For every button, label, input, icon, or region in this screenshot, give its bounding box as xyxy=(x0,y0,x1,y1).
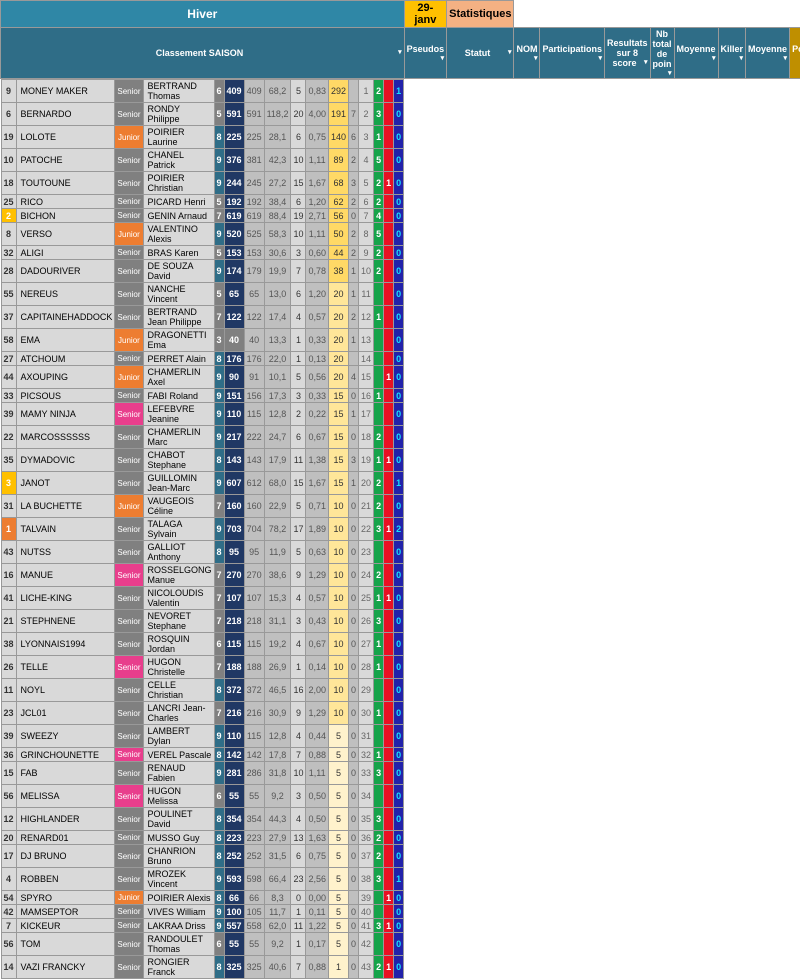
table-row: 39MAMY NINJASeniorLEFEBVRE Jeanine911011… xyxy=(1,403,404,426)
table-row: 15FABSeniorRENAUD Fabien928128631,8101,1… xyxy=(1,762,404,785)
col-moy2[interactable]: Moyenne▾ xyxy=(746,28,790,79)
table-row: 54SPYROJuniorPOIRIER Alexis866668,300,00… xyxy=(1,891,404,905)
table-row: 43NUTSSSeniorGALLIOT Anthony8959511,950,… xyxy=(1,541,404,564)
table-row: 27ATCHOUMSeniorPERRET Alain817617622,010… xyxy=(1,352,404,366)
col-moy1[interactable]: Moyenne▾ xyxy=(674,28,718,79)
table-row: 39SWEEZYSeniorLAMBERT Dylan911011512,840… xyxy=(1,725,404,748)
leaderboard-table: Hiver 29-janv Statistiques Classement SA… xyxy=(0,0,800,979)
table-row: 58EMAJuniorDRAGONETTI Ema3404013,310,332… xyxy=(1,329,404,352)
table-row: 31LA BUCHETTEJuniorVAUGEOIS Céline716016… xyxy=(1,495,404,518)
table-row: 32ALIGISeniorBRAS Karen515315330,630,604… xyxy=(1,246,404,260)
table-row: 16MANUESeniorROSSELGONG Manue727027038,6… xyxy=(1,564,404,587)
table-row: 55NEREUSSeniorNANCHE Vincent5656513,061,… xyxy=(1,283,404,306)
table-row: 35DYMADOVICSeniorCHABOT Stephane81431431… xyxy=(1,449,404,472)
table-row: 41LICHE-KINGSeniorNICOLOUDIS Valentin710… xyxy=(1,587,404,610)
table-row: 10PATOCHESeniorCHANEL Patrick937638142,3… xyxy=(1,149,404,172)
table-row: 33PICSOUSSeniorFABI Roland915115617,330,… xyxy=(1,389,404,403)
hiver-header: Hiver xyxy=(1,1,405,28)
table-row: 23JCL01SeniorLANCRI Jean-Charles72162163… xyxy=(1,702,404,725)
table-row: 8VERSOJuniorVALENTINO Alexis952052558,31… xyxy=(1,223,404,246)
table-row: 9MONEY MAKERSeniorBERTRAND Thomas6409409… xyxy=(1,80,404,103)
date-header: 29-janv xyxy=(404,1,447,28)
col-pseudo[interactable]: Pseudos▾ xyxy=(404,28,447,79)
table-row: 25RICOSeniorPICARD Henri519219238,461,20… xyxy=(1,195,404,209)
table-row: 22MARCOSSSSSSSeniorCHAMERLIN Marc9217222… xyxy=(1,426,404,449)
table-row: 26TELLESeniorHUGON Christelle718818826,9… xyxy=(1,656,404,679)
table-row: 2BICHONSeniorGENIN Arnaud761961988,4192,… xyxy=(1,209,404,223)
table-row: 28DADOURIVERSeniorDE SOUZA David91741791… xyxy=(1,260,404,283)
header-row-2: Classement SAISON▾ Pseudos▾ Statut▾ NOM▾… xyxy=(1,28,800,79)
stats-header: Statistiques xyxy=(447,1,514,28)
col-statut[interactable]: Statut▾ xyxy=(447,28,514,79)
col-killer[interactable]: Killer▾ xyxy=(718,28,746,79)
col-pts[interactable]: Points▾ xyxy=(790,28,800,79)
table-row: 7KICKEURSeniorLAKRAA Driss955755862,0111… xyxy=(1,919,404,933)
table-row: 38LYONNAIS1994SeniorROSQUIN Jordan611511… xyxy=(1,633,404,656)
table-row: 21STEPHNENESeniorNEVORET Stephane7218218… xyxy=(1,610,404,633)
table-row: 3JANOTSeniorGUILLOMIN Jean-Marc960761268… xyxy=(1,472,404,495)
table-row: 12HIGHLANDERSeniorPOULINET David83543544… xyxy=(1,808,404,831)
table-row: 1TALVAINSeniorTALAGA Sylvain970370478,21… xyxy=(1,518,404,541)
col-rank[interactable]: Classement SAISON▾ xyxy=(1,28,405,79)
table-row: 20RENARD01SeniorMUSSO Guy822322327,9131,… xyxy=(1,831,404,845)
table-row: 56TOMSeniorRANDOULET Thomas655559,210,17… xyxy=(1,933,404,956)
table-row: 6BERNARDOSeniorRONDY Philippe5591591118,… xyxy=(1,103,404,126)
col-nbtot[interactable]: Nb total de poin▾ xyxy=(650,28,674,79)
table-row: 37CAPITAINEHADDOCKSeniorBERTRAND Jean Ph… xyxy=(1,306,404,329)
col-nom[interactable]: NOM▾ xyxy=(514,28,540,79)
col-res8[interactable]: Resultats sur 8 score▾ xyxy=(605,28,651,79)
table-row: 42MAMSEPTORSeniorVIVES William910010511,… xyxy=(1,905,404,919)
table-row: 36GRINCHOUNETTESeniorVEREL Pascale814214… xyxy=(1,748,404,762)
table-row: 44AXOUPINGJuniorCHAMERLIN Axel9909110,15… xyxy=(1,366,404,389)
table-row: 11NOYLSeniorCELLE Christian837237246,516… xyxy=(1,679,404,702)
header-row-1: Hiver 29-janv Statistiques xyxy=(1,1,800,28)
table-row: 56MELISSASeniorHUGON Melissa655559,230,5… xyxy=(1,785,404,808)
table-row: 17DJ BRUNOSeniorCHANRION Bruno825225231,… xyxy=(1,845,404,868)
table-row: 14VAZI FRANCKYSeniorRONGIER Franck832532… xyxy=(1,956,404,979)
col-part[interactable]: Participations▾ xyxy=(540,28,605,79)
table-row: 19LOLOTEJuniorPOIRIER Laurine822522528,1… xyxy=(1,126,404,149)
table-row: 18TOUTOUNESeniorPOIRIER Christian9244245… xyxy=(1,172,404,195)
table-row: 4ROBBENSeniorMROZEK Vincent959359866,423… xyxy=(1,868,404,891)
